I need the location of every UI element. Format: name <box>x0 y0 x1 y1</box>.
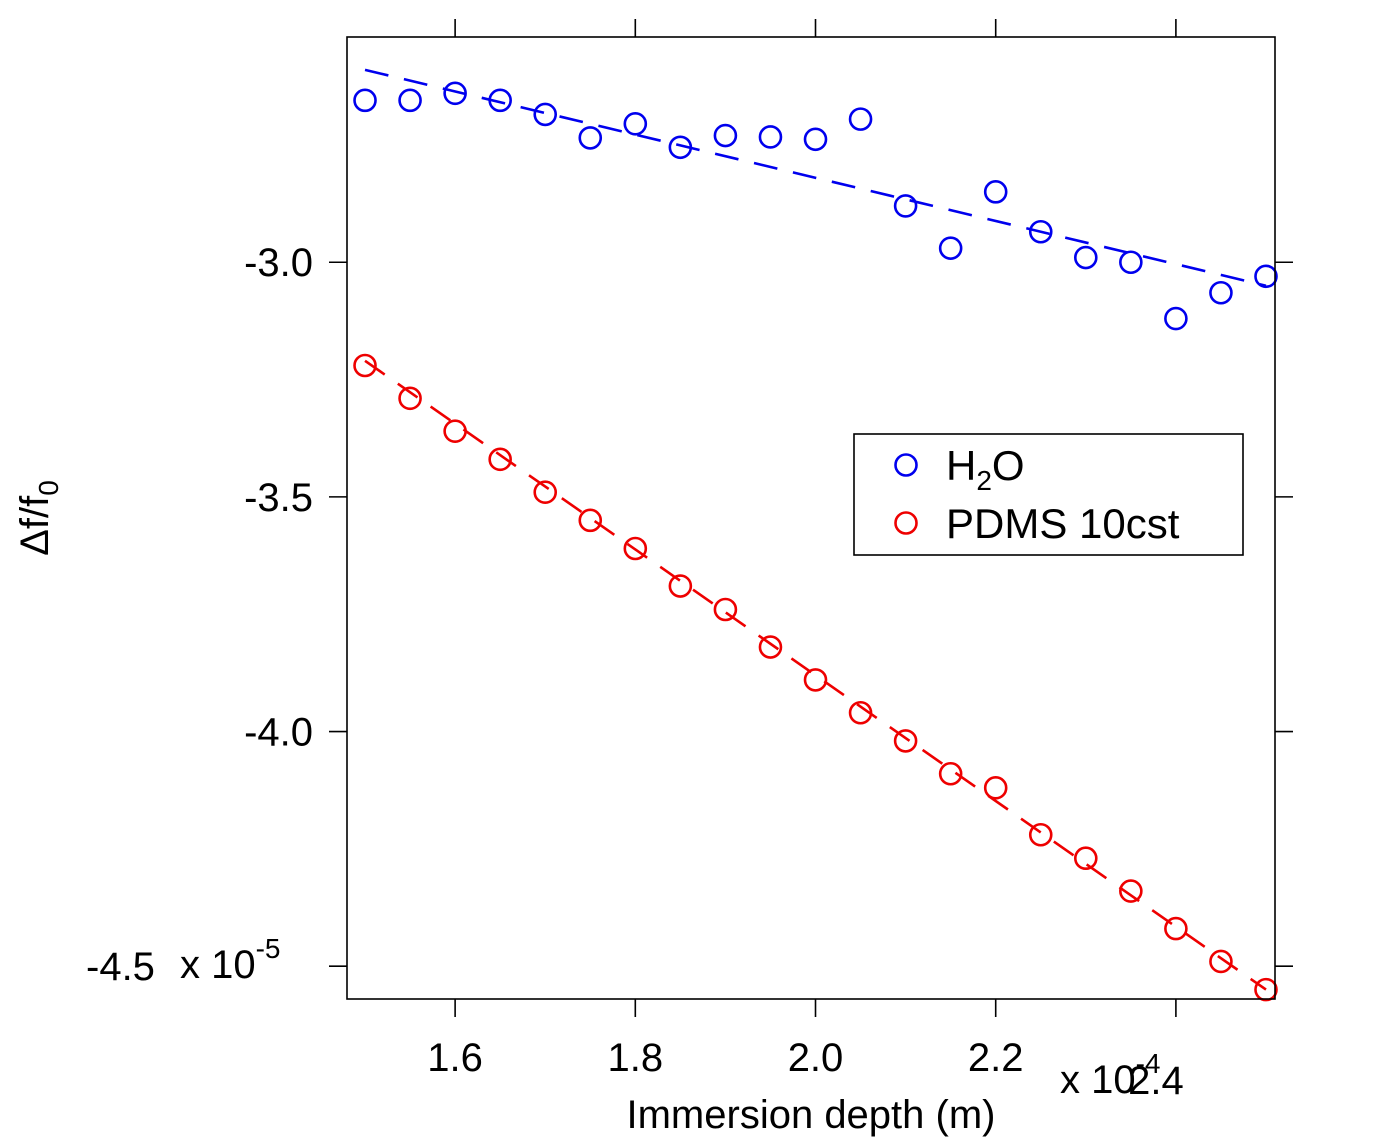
data-point-pdms <box>938 761 963 786</box>
legend-marker-pdms <box>894 511 918 535</box>
data-point-pdms <box>1028 822 1053 847</box>
data-point-pdms <box>893 729 918 753</box>
x-axis-title: Immersion depth (m) <box>627 1093 996 1137</box>
plot-frame <box>346 36 1276 1000</box>
data-point-pdms <box>803 668 828 692</box>
data-point-pdms <box>1119 879 1143 903</box>
data-point-pdms <box>443 419 467 443</box>
y-scale-factor: x 10-5 <box>180 933 281 987</box>
data-point-h2o <box>983 180 1008 204</box>
axis-ticks: 1.6 1.8 2.0 2.2 2.4 -3.0 -3.5 -4.0 -4.5 <box>86 19 1293 1103</box>
data-point-h2o <box>353 88 377 113</box>
x-tick-label: 1.6 <box>427 1036 483 1080</box>
y-axis-title: Δf/f0 <box>13 480 64 556</box>
x-tick-label: 2.4 <box>1128 1059 1184 1103</box>
data-point-h2o <box>758 125 783 149</box>
data-point-pdms <box>488 447 512 472</box>
x-tick-label: 2.0 <box>788 1036 844 1080</box>
data-point-pdms <box>578 508 603 533</box>
data-point-pdms <box>758 635 783 659</box>
data-point-h2o <box>1073 245 1098 270</box>
x-tick-label: 2.2 <box>968 1036 1024 1080</box>
y-tick-label: -3.5 <box>244 476 313 520</box>
legend: H2O PDMS 10cst <box>853 433 1244 556</box>
data-point-pdms <box>1073 846 1098 871</box>
y-tick-label: -4.5 <box>86 945 155 989</box>
data-point-pdms <box>1254 977 1278 1002</box>
data-point-h2o <box>488 88 512 113</box>
data-point-pdms <box>353 353 377 378</box>
data-point-h2o <box>893 194 918 218</box>
legend-box <box>853 433 1244 556</box>
data-point-h2o <box>533 102 558 127</box>
data-point-h2o <box>443 81 467 106</box>
x-scale-factor: x 10-4 <box>1060 1048 1161 1102</box>
data-point-pdms <box>713 597 738 622</box>
data-point-pdms <box>983 776 1008 800</box>
data-point-h2o <box>398 88 422 113</box>
legend-label-h2o: H2O <box>946 442 1025 496</box>
data-point-h2o <box>713 123 738 148</box>
x-tick-label: 1.8 <box>608 1036 664 1080</box>
fit-lines <box>364 68 1267 991</box>
data-point-h2o <box>578 126 603 150</box>
data-point-h2o <box>668 135 693 160</box>
data-point-h2o <box>1209 280 1233 305</box>
data-point-h2o <box>848 107 873 131</box>
data-point-pdms <box>1209 949 1233 974</box>
data-points <box>353 81 1278 1002</box>
legend-label-pdms: PDMS 10cst <box>946 500 1180 547</box>
legend-marker-h2o <box>894 453 918 477</box>
data-point-pdms <box>398 386 422 411</box>
data-point-h2o <box>803 127 828 152</box>
data-point-pdms <box>848 700 873 725</box>
data-point-pdms <box>533 480 558 504</box>
data-point-h2o <box>1164 306 1188 331</box>
data-point-h2o <box>938 236 963 260</box>
data-point-h2o <box>623 112 648 136</box>
data-point-pdms <box>668 574 693 598</box>
y-tick-label: -3.0 <box>244 241 313 285</box>
data-point-pdms <box>623 536 648 561</box>
data-point-h2o <box>1254 264 1278 289</box>
data-point-h2o <box>1119 250 1143 275</box>
fit-line-h2o <box>364 68 1267 287</box>
data-point-pdms <box>1164 916 1188 941</box>
data-point-h2o <box>1028 219 1053 244</box>
y-tick-label: -4.0 <box>244 711 313 755</box>
fit-line-pdms <box>364 359 1267 991</box>
